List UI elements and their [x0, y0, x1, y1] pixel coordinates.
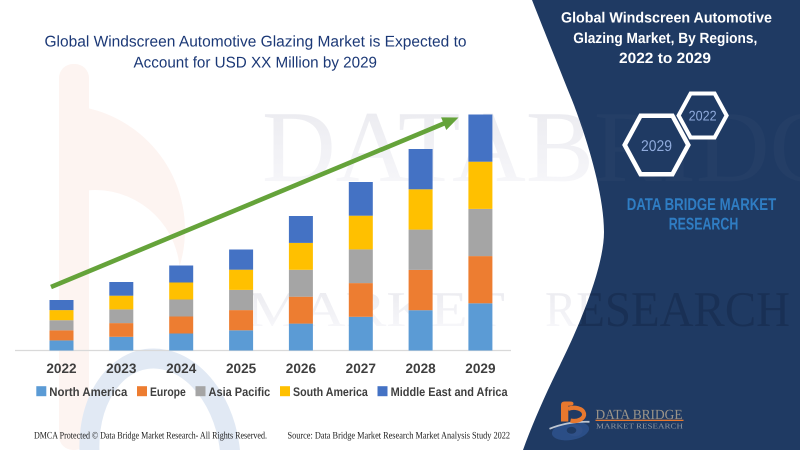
- svg-text:Account for USD XX Million by: Account for USD XX Million by 2029: [134, 54, 378, 71]
- svg-text:Asia Pacific: Asia Pacific: [209, 385, 271, 399]
- svg-text:Global Windscreen Automotive G: Global Windscreen Automotive Glazing Mar…: [45, 33, 467, 50]
- svg-text:Global Windscreen Automotive: Global Windscreen Automotive: [561, 11, 772, 27]
- svg-text:2024: 2024: [166, 361, 197, 376]
- svg-text:DATA BRIDGE MARKET: DATA BRIDGE MARKET: [627, 195, 777, 214]
- svg-text:2026: 2026: [286, 361, 317, 376]
- svg-text:South America: South America: [293, 385, 368, 399]
- svg-text:RESEARCH: RESEARCH: [669, 215, 739, 234]
- svg-text:2029: 2029: [465, 361, 496, 376]
- svg-text:MARKET: MARKET: [247, 281, 505, 337]
- svg-text:2022: 2022: [46, 361, 77, 376]
- svg-text:Source: Data Bridge Market Res: Source: Data Bridge Market Research Mark…: [288, 430, 511, 441]
- svg-text:Europe: Europe: [150, 385, 186, 399]
- svg-text:North America: North America: [49, 385, 127, 399]
- svg-text:2023: 2023: [106, 361, 137, 376]
- svg-text:2028: 2028: [405, 361, 436, 376]
- svg-text:2022: 2022: [689, 107, 717, 123]
- svg-text:MARKET RESEARCH: MARKET RESEARCH: [596, 421, 684, 430]
- svg-text:2025: 2025: [226, 361, 257, 376]
- svg-text:DMCA Protected © Data Bridge M: DMCA Protected © Data Bridge Market Rese…: [34, 430, 267, 441]
- svg-text:Middle East and Africa: Middle East and Africa: [391, 385, 508, 399]
- svg-text:2027: 2027: [346, 361, 376, 376]
- svg-text:Glazing Market, By Regions,: Glazing Market, By Regions,: [573, 31, 757, 47]
- svg-text:2029: 2029: [641, 138, 672, 155]
- svg-text:2022 to 2029: 2022 to 2029: [619, 51, 711, 67]
- svg-text:DATA BRIDGE: DATA BRIDGE: [596, 408, 683, 423]
